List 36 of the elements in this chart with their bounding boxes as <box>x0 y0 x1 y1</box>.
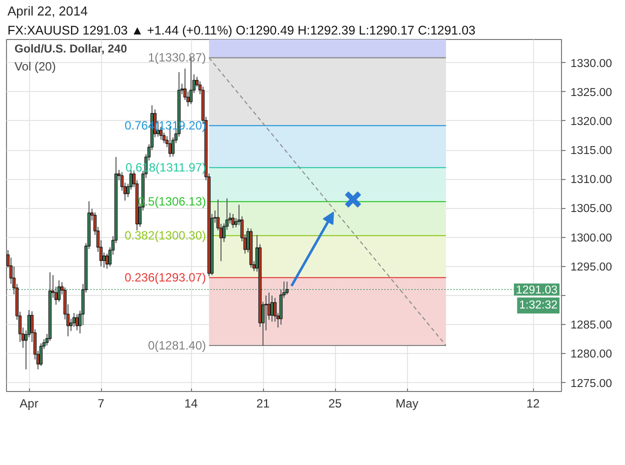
annotation: Vol (20) <box>14 60 56 74</box>
candlestick <box>105 253 109 270</box>
annotation: Gold/U.S. Dollar, 240 <box>14 44 127 56</box>
x-tick-label: 12 <box>526 396 540 410</box>
y-tick-label: 1315.00 <box>570 145 612 158</box>
y-tick-label: 1280.00 <box>570 348 612 361</box>
y-tick-label: 1275.00 <box>570 378 612 390</box>
ref-line-label: 1291.03 <box>516 284 558 297</box>
candlestick <box>75 314 79 331</box>
candlestick <box>231 214 235 229</box>
chart-subtitle: FX:XAUUSD 1291.03 ▲ +1.44 (+0.11%) O:1290.49 H:1292.39 L:1290.17 C:1291.03 <box>8 24 476 38</box>
x-tick-label: 25 <box>328 396 342 410</box>
y-tick-label: 1295.00 <box>570 261 612 274</box>
ref-line-label: 0(1281.40) <box>148 338 206 353</box>
x-tick-label: 21 <box>256 396 270 410</box>
ref-line-label: 0.236(1293.07) <box>124 270 206 285</box>
annotation: 1:32:32 <box>519 300 558 312</box>
x-tick-label: May <box>396 396 418 410</box>
ref-line-label: 1(1330.87) <box>148 50 206 65</box>
candlestick <box>39 342 43 366</box>
y-tick-label: 1310.00 <box>570 174 612 186</box>
x-tick-label: 14 <box>184 396 198 410</box>
candlestick <box>57 280 61 302</box>
y-tick-label: 1325.00 <box>570 86 612 99</box>
y-tick-label: 1320.00 <box>570 116 612 128</box>
candlestick <box>72 312 76 328</box>
candlestick <box>285 281 289 296</box>
candlestick <box>270 295 274 322</box>
ref-line-label: 0.382(1300.30) <box>124 228 206 243</box>
x-tick-label: Apr <box>20 396 38 410</box>
y-tick-label: 1285.00 <box>570 320 612 332</box>
y-tick-label: 1330.00 <box>570 58 612 70</box>
y-tick-label: 1300.00 <box>570 232 612 244</box>
y-tick-label: 1305.00 <box>570 203 612 216</box>
x-tick-label: 7 <box>98 396 105 410</box>
chart-title: April 22, 2014 <box>8 4 88 18</box>
